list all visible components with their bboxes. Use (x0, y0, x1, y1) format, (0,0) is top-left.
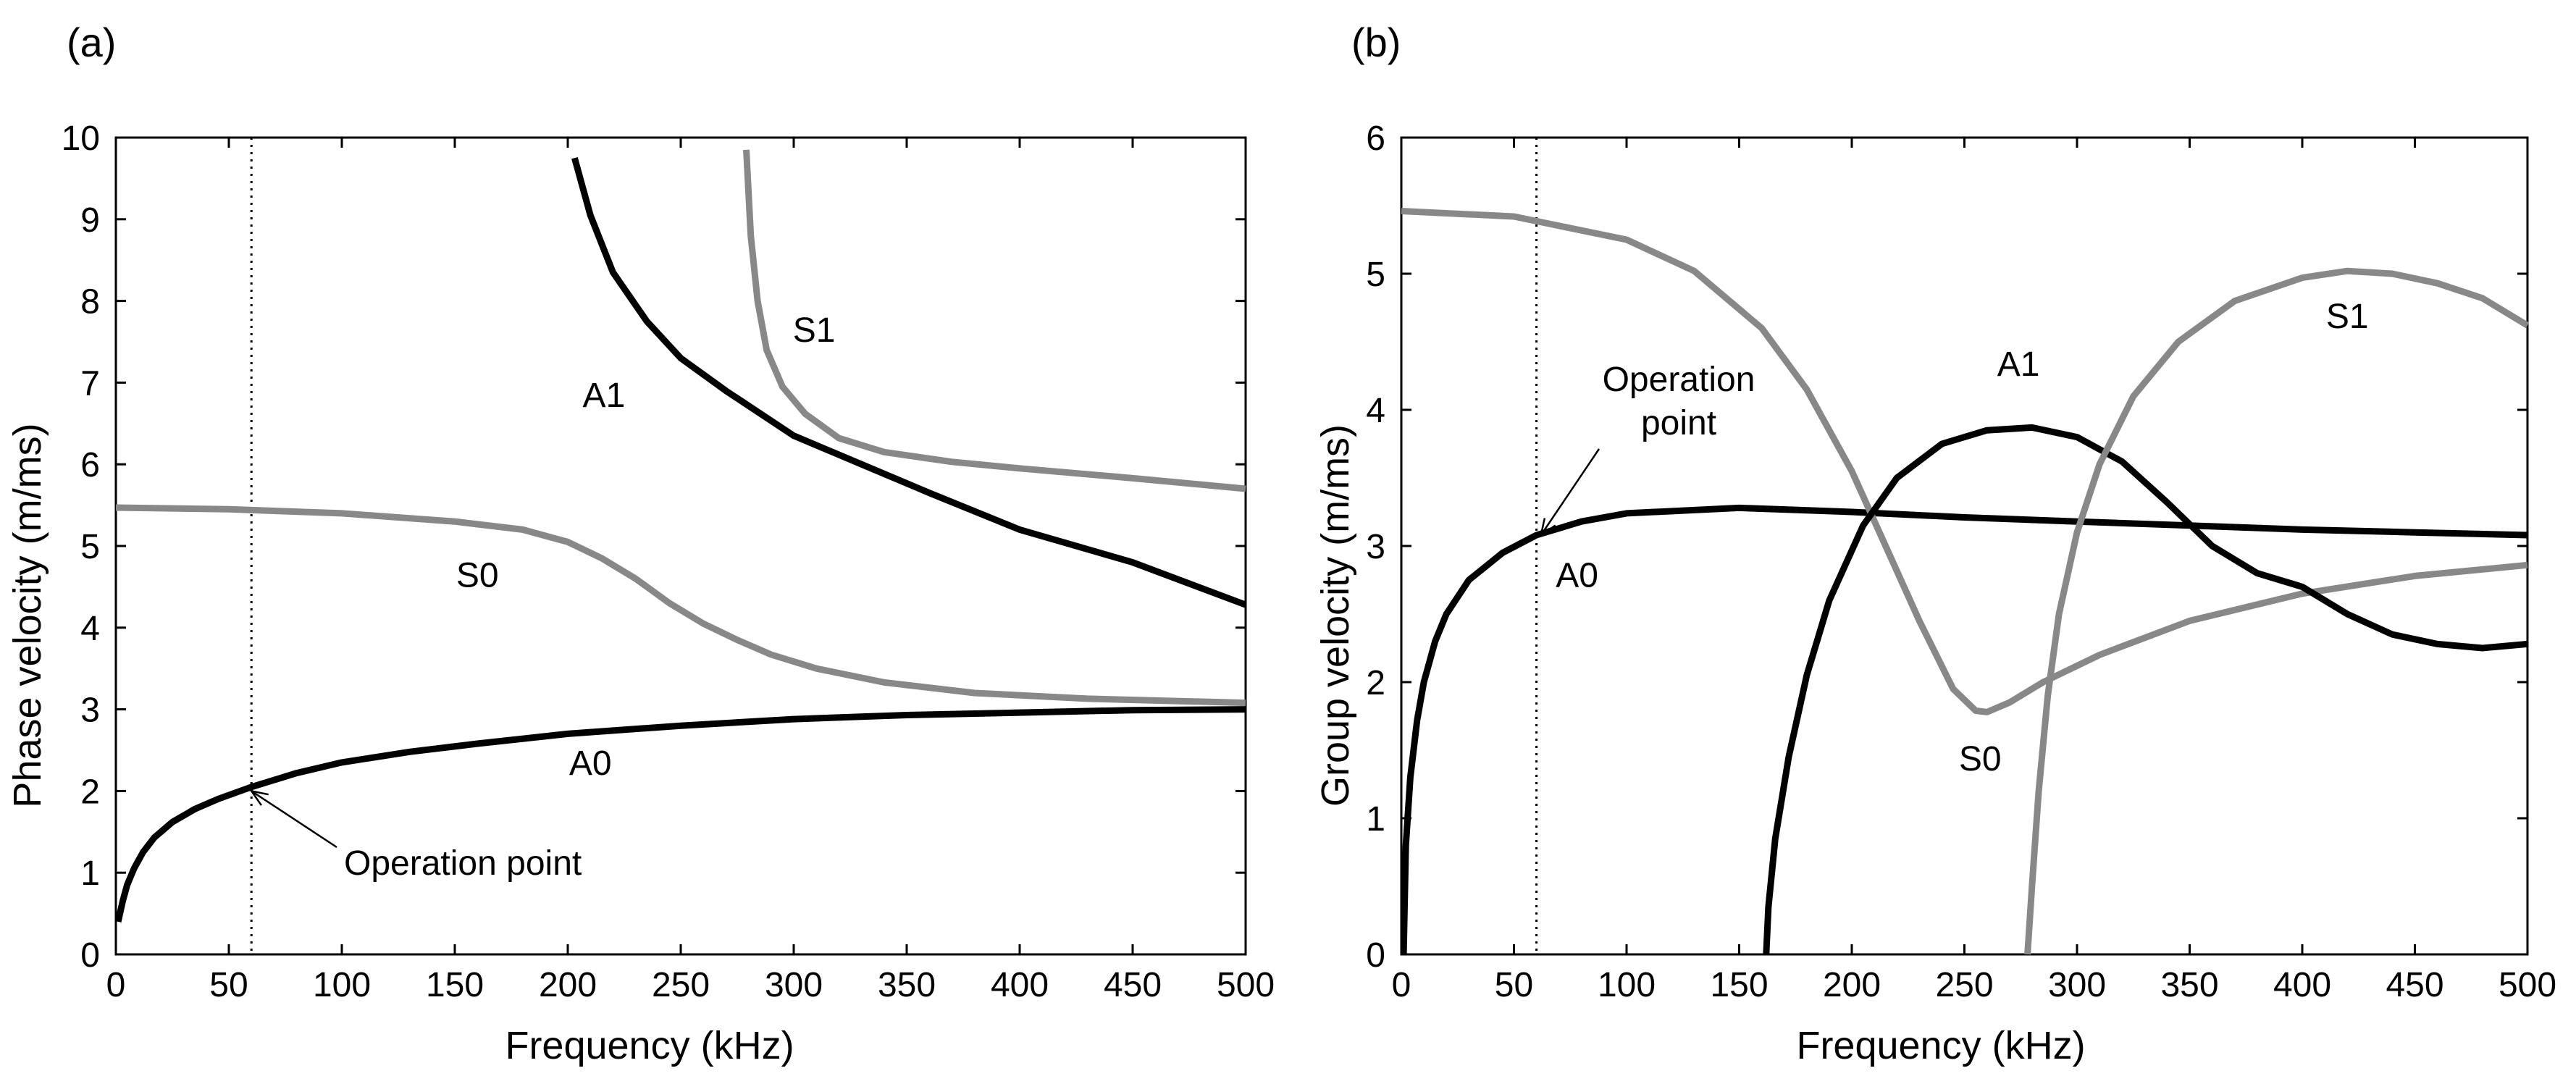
annotation-text-a: Operation point (344, 844, 582, 883)
annotation-arrow-a (251, 790, 337, 849)
x-tick-label-b: 350 (2160, 966, 2218, 1004)
y-tick-label-a: 1 (80, 854, 100, 893)
series-a1-label-a: A1 (583, 377, 626, 415)
y-tick-label-a: 7 (80, 364, 100, 403)
series-a0-label-a: A0 (569, 744, 612, 783)
x-tick-label-a: 300 (765, 966, 823, 1004)
y-tick-label-a: 5 (80, 528, 100, 566)
x-tick-label-b: 0 (1392, 966, 1411, 1004)
x-tick-label-b: 500 (2499, 966, 2556, 1004)
x-tick-label-a: 450 (1104, 966, 1162, 1004)
x-tick-label-a: 250 (652, 966, 710, 1004)
x-tick-label-a: 0 (106, 966, 126, 1004)
annotation-arrowhead-a (249, 789, 269, 806)
x-tick-label-a: 350 (878, 966, 936, 1004)
x-tick-label-a: 400 (991, 966, 1049, 1004)
annotation-text-line2-b: point (1641, 404, 1716, 442)
x-tick-label-a: 150 (426, 966, 484, 1004)
series-s0-label-b: S0 (1959, 740, 2002, 778)
y-tick-label-a: 8 (80, 283, 100, 322)
annotation-text-line1-b: Operation (1603, 361, 1755, 399)
series-a1-curve-b (1763, 424, 2528, 955)
x-tick-label-b: 200 (1823, 966, 1881, 1004)
panel-label-b: (b) (1351, 20, 1401, 65)
x-tick-label-a: 500 (1217, 966, 1275, 1004)
series-s1-curve-a (743, 149, 1246, 492)
panel-b-group-velocity-chart: (b) Frequency (kHz) Group velocity (m/ms… (1314, 20, 2556, 1067)
y-tick-label-a: 0 (80, 936, 100, 975)
x-tick-label-a: 200 (539, 966, 597, 1004)
x-tick-label-b: 300 (2048, 966, 2106, 1004)
y-axis-title-b: Group velocity (m/ms) (1314, 424, 1357, 807)
annotation-arrow-b (1540, 448, 1600, 536)
y-axis-title-a: Phase velocity (m/ms) (6, 423, 49, 807)
x-tick-label-b: 100 (1598, 966, 1656, 1004)
series-s1-label-a: S1 (793, 311, 836, 350)
y-tick-label-a: 6 (80, 446, 100, 484)
x-tick-label-b: 150 (1710, 966, 1768, 1004)
y-tick-label-a: 9 (80, 201, 100, 240)
y-tick-label-b: 4 (1366, 392, 1385, 430)
y-tick-label-a: 3 (80, 692, 100, 730)
y-tick-label-b: 5 (1366, 256, 1385, 294)
panel-a-phase-velocity-chart: (a) Frequency (kHz) Phase velocity (m/ms… (6, 20, 1275, 1067)
x-tick-label-a: 50 (209, 966, 248, 1004)
plot-frame-b (1400, 136, 2529, 956)
series-a0-curve-a (114, 706, 1246, 923)
y-tick-label-b: 6 (1366, 119, 1385, 158)
panel-label-a: (a) (67, 20, 116, 65)
series-a0-label-b: A0 (1556, 556, 1598, 594)
x-tick-label-b: 50 (1495, 966, 1533, 1004)
y-tick-label-b: 2 (1366, 664, 1385, 702)
annotation-arrowhead-b (1539, 518, 1556, 537)
y-tick-label-a: 2 (80, 773, 100, 811)
x-tick-label-a: 100 (313, 966, 371, 1004)
series-a0-curve-b (1400, 504, 2528, 955)
y-tick-label-b: 3 (1366, 528, 1385, 566)
x-axis-title-a: Frequency (kHz) (505, 1024, 794, 1067)
series-s1-label-b: S1 (2326, 298, 2369, 336)
x-axis-title-b: Frequency (kHz) (1796, 1024, 2085, 1067)
x-tick-label-b: 250 (1935, 966, 1993, 1004)
x-tick-label-b: 450 (2386, 966, 2443, 1004)
y-tick-label-b: 0 (1366, 936, 1385, 975)
y-tick-label-b: 1 (1366, 800, 1385, 839)
series-s1-curve-b (2024, 267, 2530, 955)
series-a1-curve-a (571, 157, 1247, 608)
series-a1-label-b: A1 (1997, 345, 2040, 384)
x-tick-label-b: 400 (2273, 966, 2331, 1004)
series-s0-label-a: S0 (456, 556, 499, 594)
y-tick-label-a: 4 (80, 610, 100, 648)
y-tick-label-a: 10 (62, 119, 100, 158)
series-s0-curve-a (115, 504, 1246, 707)
series-s0-curve-b (1401, 208, 2528, 715)
